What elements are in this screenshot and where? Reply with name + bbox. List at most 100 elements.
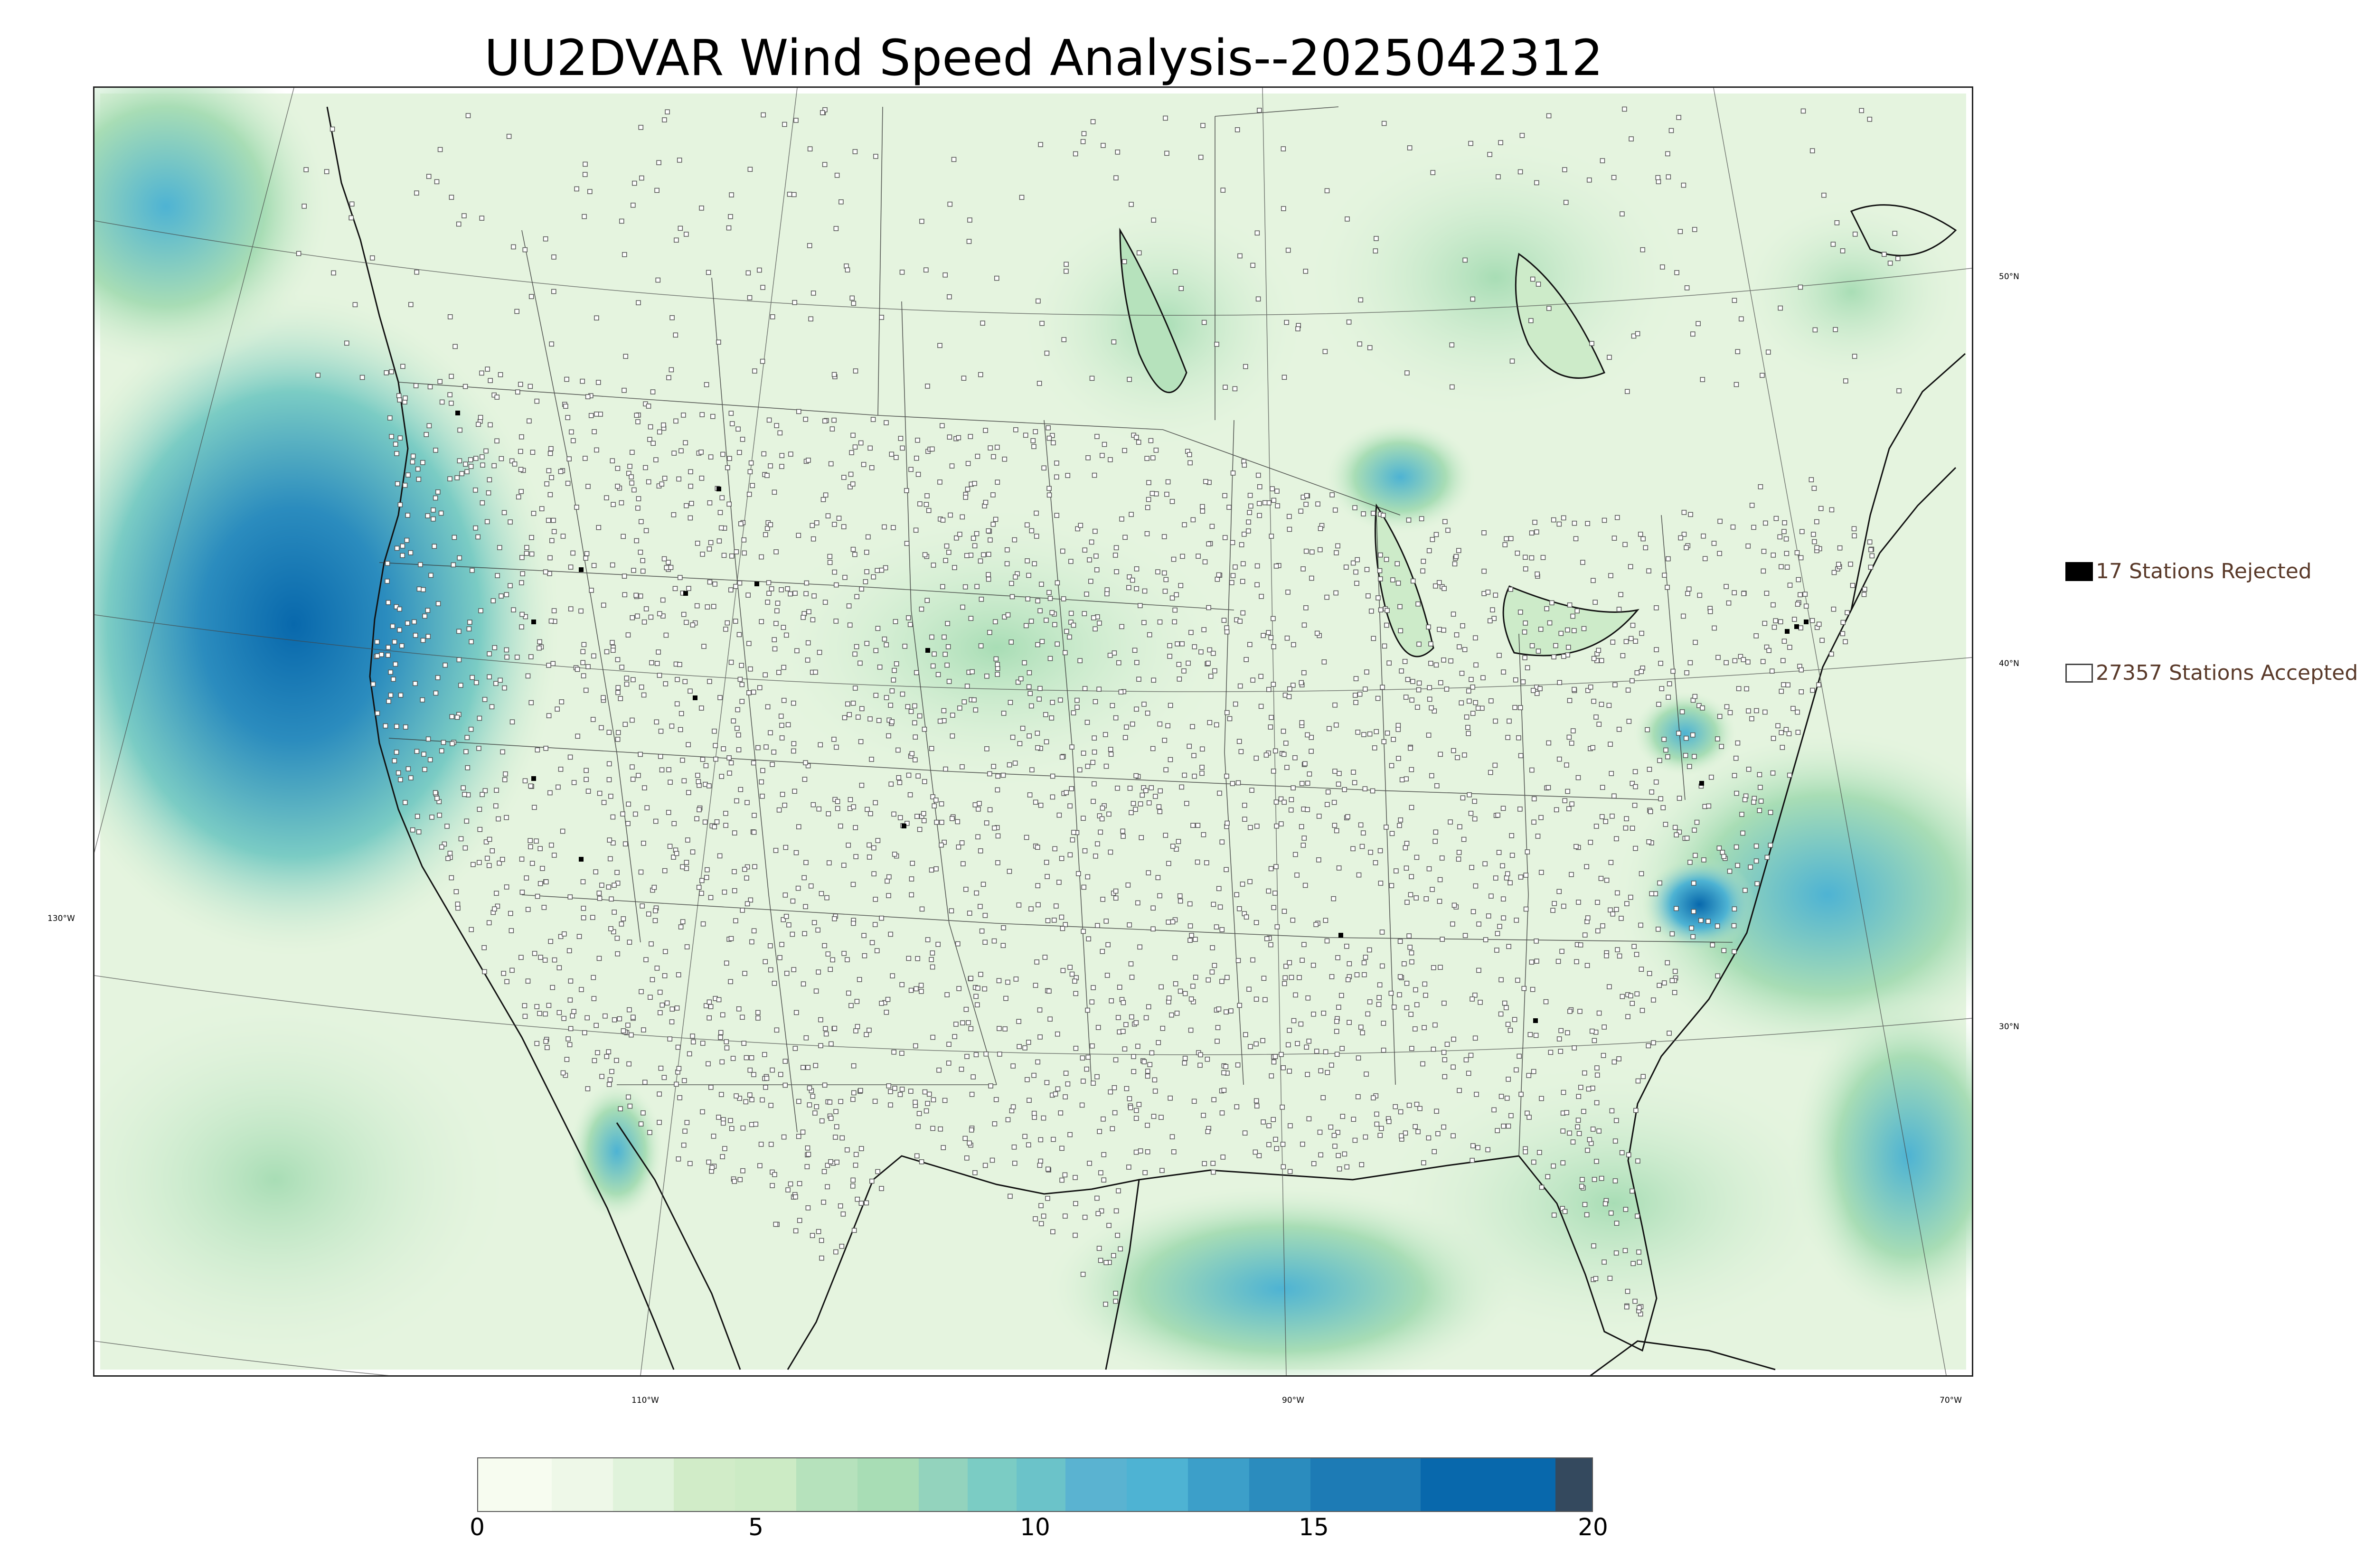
accepted-station-marker <box>1753 858 1759 864</box>
accepted-station-marker <box>1271 1059 1277 1065</box>
accepted-station-marker <box>1748 864 1753 870</box>
accepted-station-marker <box>1248 825 1253 830</box>
accepted-station-marker <box>836 516 842 521</box>
accepted-station-marker <box>397 435 403 441</box>
accepted-station-marker <box>1081 1079 1086 1084</box>
accepted-station-marker <box>1557 756 1562 762</box>
accepted-station-marker <box>1201 319 1207 325</box>
accepted-station-marker <box>875 568 880 573</box>
accepted-station-marker <box>656 160 661 165</box>
accepted-station-marker <box>421 751 426 757</box>
accepted-station-marker <box>1242 817 1247 822</box>
accepted-station-marker <box>1403 845 1408 851</box>
rejected-station-marker <box>1699 781 1704 786</box>
accepted-station-marker <box>1575 1117 1581 1123</box>
accepted-station-marker <box>914 670 919 676</box>
accepted-station-marker <box>569 429 574 435</box>
map-panel[interactable] <box>93 86 1973 1377</box>
accepted-station-marker <box>719 1059 725 1065</box>
accepted-station-marker <box>990 492 996 498</box>
accepted-station-marker <box>543 1039 549 1044</box>
accepted-station-marker <box>687 1051 692 1057</box>
accepted-station-marker <box>774 423 779 428</box>
accepted-station-marker <box>975 834 980 840</box>
accepted-station-marker <box>864 550 869 555</box>
accepted-station-marker <box>1159 1115 1164 1120</box>
colorbar-segment <box>857 1458 919 1511</box>
accepted-station-marker <box>906 772 912 778</box>
accepted-station-marker <box>1071 830 1076 835</box>
accepted-station-marker <box>967 1140 972 1146</box>
accepted-station-marker <box>1141 620 1147 625</box>
accepted-station-marker <box>497 545 502 550</box>
accepted-station-marker <box>1314 1049 1319 1054</box>
accepted-station-marker <box>1173 981 1178 986</box>
accepted-station-marker <box>431 507 436 513</box>
accepted-station-marker <box>1732 773 1737 778</box>
accepted-station-marker <box>1166 920 1171 925</box>
accepted-station-marker <box>913 1099 918 1105</box>
accepted-station-marker <box>956 844 961 850</box>
accepted-station-marker <box>1421 1160 1426 1165</box>
accepted-station-marker <box>654 188 659 193</box>
accepted-station-marker <box>825 1184 830 1190</box>
accepted-station-marker <box>1706 803 1712 809</box>
accepted-station-marker <box>845 267 850 272</box>
accepted-station-marker <box>969 1091 975 1097</box>
accepted-station-marker <box>1149 491 1155 496</box>
accepted-station-marker <box>1023 432 1028 438</box>
accepted-station-marker <box>1570 613 1575 619</box>
accepted-station-marker <box>871 574 876 580</box>
accepted-station-marker <box>1206 660 1211 666</box>
accepted-station-marker <box>1409 767 1414 772</box>
accepted-station-marker <box>1168 1095 1173 1101</box>
accepted-station-marker <box>1178 988 1183 994</box>
accepted-station-marker <box>1676 115 1681 120</box>
accepted-station-marker <box>615 737 621 742</box>
accepted-station-marker <box>1138 801 1143 807</box>
accepted-station-marker <box>1674 906 1679 911</box>
accepted-station-marker <box>1589 1028 1595 1034</box>
accepted-station-marker <box>571 1009 576 1014</box>
accepted-station-marker <box>648 614 654 620</box>
accepted-station-marker <box>1344 944 1349 949</box>
accepted-station-marker <box>568 606 574 611</box>
accepted-station-marker <box>1080 139 1086 144</box>
accepted-station-marker <box>1322 349 1328 354</box>
accepted-station-marker <box>468 464 474 469</box>
accepted-station-marker <box>797 1181 802 1186</box>
accepted-station-marker <box>834 744 839 750</box>
accepted-station-marker <box>1653 779 1659 785</box>
accepted-station-marker <box>1692 694 1698 699</box>
accepted-station-marker <box>766 417 772 423</box>
accepted-station-marker <box>726 755 732 761</box>
accepted-station-marker <box>794 648 800 654</box>
accepted-station-marker <box>850 481 856 487</box>
accepted-station-marker <box>681 1142 687 1148</box>
accepted-station-marker <box>1409 1046 1414 1051</box>
accepted-station-marker <box>1074 697 1080 703</box>
accepted-station-marker <box>1301 670 1307 676</box>
accepted-station-marker <box>657 611 662 617</box>
accepted-station-marker <box>1684 285 1690 291</box>
accepted-station-marker <box>485 366 490 372</box>
accepted-station-marker <box>1237 906 1242 911</box>
accepted-station-marker <box>910 861 915 866</box>
accepted-station-marker <box>596 956 602 961</box>
accepted-station-marker <box>1248 503 1253 509</box>
accepted-station-marker <box>1275 503 1280 508</box>
accepted-station-marker <box>1089 999 1095 1005</box>
accepted-station-marker <box>717 853 723 859</box>
accepted-station-marker <box>1702 556 1708 562</box>
accepted-station-marker <box>528 654 534 659</box>
accepted-station-marker <box>664 1000 670 1006</box>
accepted-station-marker <box>1134 586 1139 592</box>
accepted-station-marker <box>737 450 742 455</box>
accepted-station-marker <box>853 1152 859 1157</box>
accepted-station-marker <box>772 637 777 642</box>
accepted-station-marker <box>1535 571 1540 577</box>
accepted-station-marker <box>1242 532 1247 537</box>
accepted-station-marker <box>669 1019 675 1024</box>
accepted-station-marker <box>886 733 891 739</box>
accepted-station-marker <box>957 705 962 711</box>
